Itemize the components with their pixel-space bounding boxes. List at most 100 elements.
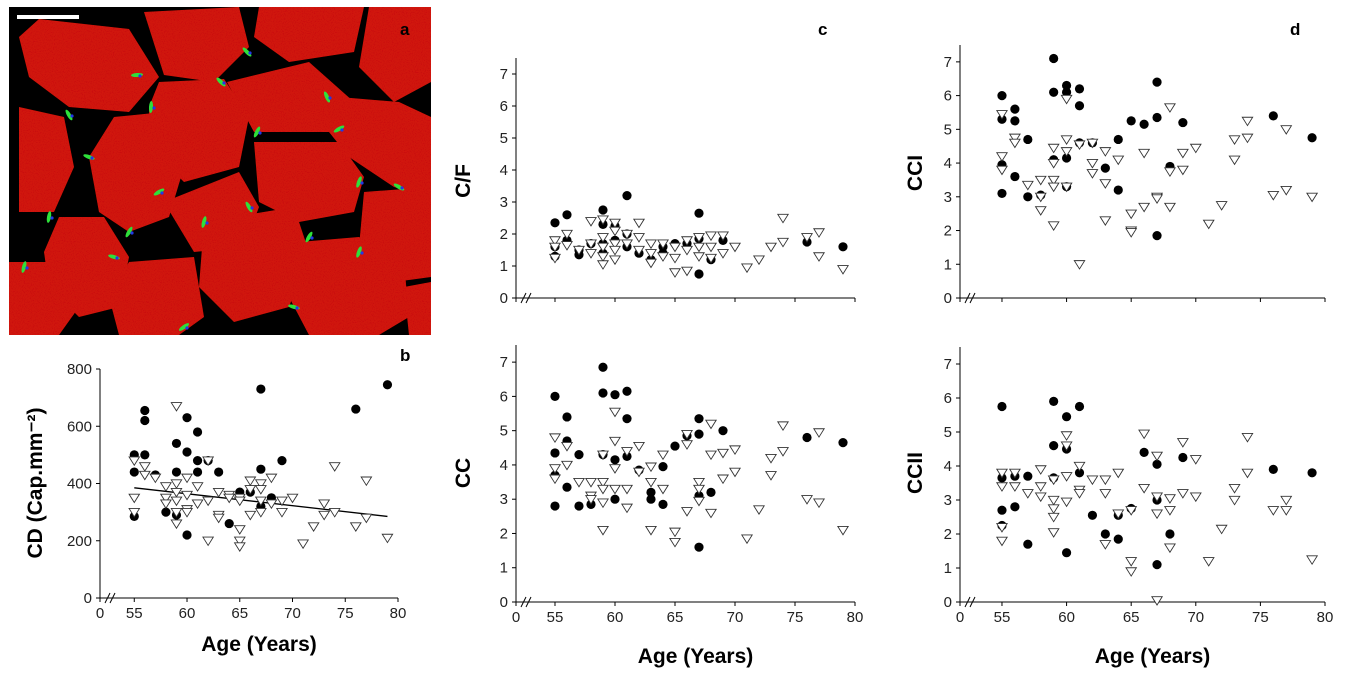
y-tick-label: 2 (944, 526, 952, 543)
data-point-open-triangle (128, 493, 141, 504)
muscle-fibre (254, 142, 364, 222)
data-point-open-triangle (1241, 433, 1254, 443)
data-point-open-triangle (275, 508, 288, 518)
nucleus-mark (310, 236, 314, 240)
capillary-mark (245, 201, 253, 213)
data-point-open-triangle (548, 474, 561, 485)
data-point-open-triangle (1073, 489, 1086, 499)
data-point-open-triangle (776, 237, 790, 248)
data-point-open-triangle (128, 508, 141, 518)
data-point-open-triangle (692, 242, 706, 253)
data-point-filled-circle (182, 413, 192, 423)
y-tick-label: 0 (500, 594, 508, 611)
data-point-open-triangle (1202, 219, 1215, 230)
data-point-filled-circle (598, 362, 608, 372)
data-point-open-triangle (1215, 201, 1228, 211)
data-point-open-triangle (181, 508, 194, 518)
x-tick-label: 60 (607, 609, 624, 626)
data-point-open-triangle (704, 450, 718, 461)
data-point-open-triangle (318, 499, 331, 510)
data-point-filled-circle (140, 450, 150, 460)
data-point-open-triangle (1047, 512, 1060, 523)
muscle-fibre (254, 7, 364, 62)
data-point-filled-circle (622, 191, 632, 201)
data-point-open-triangle (836, 265, 850, 275)
nucleus-mark (130, 231, 134, 235)
x-tick-label: 75 (787, 609, 804, 626)
data-point-open-triangle (668, 253, 682, 264)
data-point-open-triangle (740, 534, 754, 545)
y-tick-label: 4 (944, 458, 952, 475)
data-point-filled-circle (574, 501, 584, 511)
x-tick-label: 60 (1058, 609, 1075, 626)
data-point-open-triangle (680, 245, 694, 256)
data-point-open-triangle (644, 249, 658, 259)
data-point-filled-circle (192, 427, 203, 437)
data-point-open-triangle (1021, 489, 1034, 499)
y-tick-label: 3 (500, 491, 508, 508)
y-tick-label: 0 (84, 590, 92, 607)
nucleus-mark (340, 128, 344, 132)
capillary-mark (46, 211, 52, 223)
x-tick-label: 65 (231, 605, 248, 622)
data-point-open-triangle (692, 233, 706, 243)
data-point-filled-circle (610, 390, 620, 400)
data-point-open-triangle (181, 473, 194, 484)
muscle-micrograph-image (9, 7, 431, 335)
data-point-open-triangle (1099, 179, 1112, 189)
data-point-open-triangle (254, 496, 267, 507)
data-point-open-triangle (1163, 494, 1176, 504)
data-point-open-triangle (1163, 167, 1176, 178)
data-point-open-triangle (608, 484, 621, 495)
nucleus-mark (160, 191, 164, 195)
nucleus-mark (360, 251, 364, 255)
data-point-open-triangle (692, 477, 706, 488)
y-tick-label: 0 (944, 594, 952, 611)
muscle-fibre (9, 262, 79, 335)
data-point-open-triangle (254, 485, 267, 495)
data-point-open-triangle (202, 496, 215, 507)
muscle-fibre (199, 207, 309, 322)
capillary-mark (148, 101, 154, 113)
data-point-open-triangle (1008, 468, 1021, 479)
nucleus-mark (328, 96, 332, 100)
muscle-fibre (89, 112, 184, 232)
data-point-open-triangle (668, 527, 682, 538)
x-tick-label: 55 (547, 609, 564, 626)
chart-d: 0 1 2 3 4 5 6 7 CCI (904, 45, 1326, 307)
data-point-open-triangle (1163, 506, 1176, 516)
data-point-filled-circle (997, 188, 1007, 199)
data-point-open-triangle (1176, 165, 1189, 176)
data-point-open-triangle (656, 239, 670, 250)
data-point-open-triangle (1163, 202, 1176, 213)
y-tick-label: 600 (67, 418, 92, 435)
data-point-filled-circle (694, 429, 704, 439)
data-point-open-triangle (995, 523, 1008, 533)
data-point-open-triangle (632, 467, 646, 478)
data-point-filled-circle (1061, 548, 1072, 558)
data-point-open-triangle (1267, 506, 1280, 516)
nucleus-mark (400, 186, 404, 190)
data-point-open-triangle (620, 484, 634, 495)
data-point-open-triangle (212, 513, 225, 524)
data-point-open-triangle (548, 242, 561, 253)
data-point-open-triangle (170, 402, 183, 412)
data-point-open-triangle (836, 525, 850, 536)
y-axis-label: CCII (904, 452, 927, 494)
muscle-fibre (144, 7, 249, 82)
data-point-open-triangle (159, 499, 172, 510)
y-tick-label: 5 (944, 424, 952, 441)
data-point-open-triangle (692, 252, 706, 262)
data-point-open-triangle (1060, 441, 1073, 452)
data-point-open-triangle (1202, 557, 1215, 567)
data-point-open-triangle (995, 468, 1008, 479)
data-point-open-triangle (254, 479, 267, 490)
data-point-filled-circle (694, 414, 704, 424)
data-point-filled-circle (256, 384, 266, 394)
data-point-filled-circle (1152, 459, 1162, 469)
data-point-filled-circle (1061, 412, 1072, 422)
data-point-open-triangle (704, 508, 718, 519)
data-point-open-triangle (716, 474, 730, 485)
data-point-filled-circle (1268, 464, 1278, 474)
data-point-open-triangle (275, 496, 288, 507)
